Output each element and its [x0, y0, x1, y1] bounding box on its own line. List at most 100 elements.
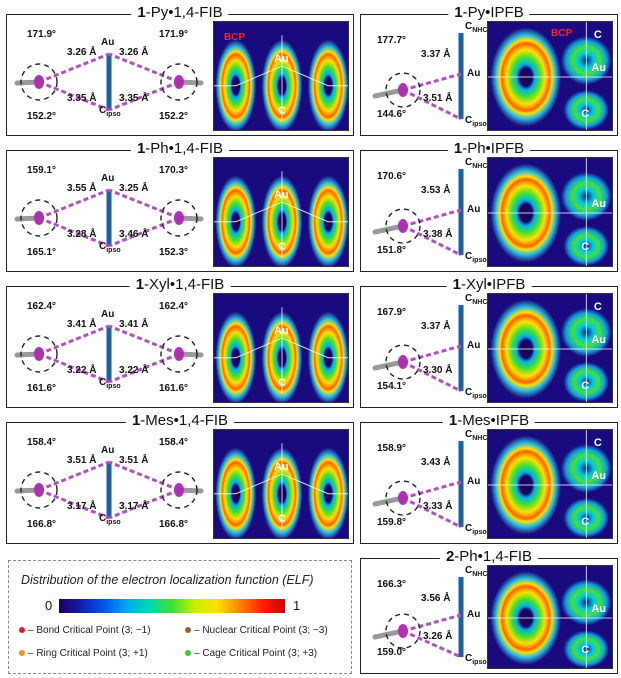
angle-label: 165.1°: [27, 247, 57, 258]
distance-label: 3.22 Å: [119, 365, 149, 376]
c-nhc-label: CNHC: [465, 565, 488, 578]
legend-item-bcp: – Bond Critical Point (3; −1): [19, 625, 151, 636]
iodine-atom: [174, 483, 184, 497]
distance-label: 3.51 Å: [67, 455, 97, 466]
iodine-atom: [34, 75, 44, 89]
panel-title: 1-Xyl•1,4-FIB: [129, 276, 231, 293]
panel-title: 1-Mes•1,4-FIB: [125, 412, 235, 429]
angle-label: 177.7°: [377, 35, 407, 46]
c-nhc-label: CNHC: [465, 157, 488, 170]
c-ipso-label: Cipso: [465, 251, 487, 264]
angle-label: 166.3°: [377, 579, 407, 590]
distance-label: 3.22 Å: [67, 365, 97, 376]
elf-au-label: Au: [591, 469, 606, 482]
elf-legend: Distribution of the electron localizatio…: [8, 560, 352, 674]
distance-label: 3.56 Å: [421, 593, 451, 604]
legend-item-ncp: – Nuclear Critical Point (3; −3): [185, 625, 328, 636]
c-ipso-label: Cipso: [465, 653, 487, 666]
molecule-structure: 162.4° 162.4° 161.6° 161.6° 3.41 Å 3.41 Å 3.22…: [9, 291, 209, 405]
c-nhc-label: CNHC: [465, 293, 488, 306]
elf-map: Au C: [213, 157, 349, 267]
elf-c-label: C: [278, 512, 286, 525]
c-ipso-label: Cipso: [465, 115, 487, 128]
ncp-dot-icon: [185, 627, 191, 634]
elf-au-label: Au: [591, 197, 606, 210]
panel-p9: 2-Ph•1,4-FIB 166.3° 159.0° 3.56 Å 3.26 Å Au CN…: [360, 548, 618, 674]
rcp-dot-icon: [19, 650, 25, 657]
distance-label: 3.26 Å: [119, 47, 149, 58]
elf-bcp-label: BCP: [224, 32, 246, 43]
distance-label: 3.26 Å: [67, 47, 97, 58]
c-ipso-label: Cipso: [99, 377, 121, 390]
panel-p8: 1-Mes•IPFB 158.9° 159.8° 3.43 Å 3.33 Å Au CNHC…: [360, 412, 618, 544]
c-nhc-label: CNHC: [465, 21, 488, 34]
elf-basin-0: [215, 39, 257, 130]
distance-label: 3.51 Å: [423, 93, 453, 104]
au-atom-label: Au: [467, 68, 481, 79]
distance-label: 3.37 Å: [421, 49, 451, 60]
angle-label: 159.1°: [27, 165, 57, 176]
iodine-atom: [174, 211, 184, 225]
elf-basin-0: [215, 311, 257, 402]
iodine-atom: [34, 211, 44, 225]
angle-label: 170.6°: [377, 171, 407, 182]
iodine-atom: [398, 83, 408, 97]
panel-p4: 1-Ph•IPFB 170.6° 151.8° 3.53 Å 3.38 Å Au CNHC C…: [360, 140, 618, 272]
distance-label: 3.41 Å: [67, 319, 97, 330]
molecule-structure: 167.9° 154.1° 3.37 Å 3.30 Å Au CNHC Cipso: [363, 291, 488, 405]
c-nhc-label: CNHC: [465, 429, 488, 442]
distance-label: 3.35 Å: [119, 93, 149, 104]
elf-basin-2: [307, 175, 348, 266]
panel-title: 1-Py•IPFB: [448, 4, 530, 21]
distance-label: 3.35 Å: [67, 93, 97, 104]
au-atom-label: Au: [101, 445, 115, 456]
distance-label: 3.30 Å: [423, 365, 453, 376]
iodine-atom: [34, 483, 44, 497]
elf-c-label: C: [581, 515, 590, 528]
elf-map: Au C C BCP: [487, 21, 613, 131]
distance-label: 3.55 Å: [67, 183, 97, 194]
elf-au-label: Au: [274, 188, 289, 201]
distance-label: 3.25 Å: [119, 183, 149, 194]
iodine-atom: [34, 347, 44, 361]
c-ipso-label: Cipso: [99, 105, 121, 118]
molecule-structure: 166.3° 159.0° 3.56 Å 3.26 Å Au CNHC Cipso: [363, 563, 488, 671]
distance-label: 3.17 Å: [67, 501, 97, 512]
c-ipso-label: Cipso: [99, 513, 121, 526]
elf-c-label: C: [278, 376, 286, 389]
elf-c-label: C: [278, 104, 286, 117]
distance-label: 3.41 Å: [119, 319, 149, 330]
elf-basin-2: [307, 39, 348, 130]
elf-bcp-label: BCP: [551, 28, 573, 39]
elf-map: Au C BCP: [213, 21, 349, 131]
molecule-structure: 171.9° 171.9° 152.2° 152.2° 3.26 Å 3.26 Å 3.35…: [9, 19, 209, 133]
distance-label: 3.33 Å: [423, 501, 453, 512]
angle-label: 170.3°: [159, 165, 189, 176]
angle-label: 159.0°: [377, 647, 407, 658]
iodine-atom: [174, 347, 184, 361]
ccp-dot-icon: [185, 650, 191, 657]
panel-title: 1-Mes•IPFB: [442, 412, 536, 429]
panel-title: 1-Ph•1,4-FIB: [130, 140, 230, 157]
legend-title: Distribution of the electron localizatio…: [21, 573, 314, 587]
angle-label: 158.4°: [159, 437, 189, 448]
elf-basin-0: [215, 175, 257, 266]
molecule-structure: 159.1° 170.3° 165.1° 152.3° 3.55 Å 3.25 Å 3.28…: [9, 155, 209, 269]
panel-p6: 1-Xyl•IPFB 167.9° 154.1° 3.37 Å 3.30 Å Au CNHC…: [360, 276, 618, 408]
angle-label: 171.9°: [159, 29, 189, 40]
elf-c-label: C: [593, 28, 602, 41]
distance-label: 3.17 Å: [119, 501, 149, 512]
angle-label: 162.4°: [27, 301, 57, 312]
distance-label: 3.38 Å: [423, 229, 453, 240]
elf-c-label: C: [581, 240, 590, 253]
angle-label: 159.8°: [377, 517, 407, 528]
molecule-structure: 170.6° 151.8° 3.53 Å 3.38 Å Au CNHC Cipso: [363, 155, 488, 269]
panel-title: 2-Ph•1,4-FIB: [439, 548, 539, 565]
legend-item-ccp: – Cage Critical Point (3; +3): [185, 648, 317, 659]
au-atom-label: Au: [101, 173, 115, 184]
angle-label: 154.1°: [377, 381, 407, 392]
angle-label: 161.6°: [159, 383, 189, 394]
elf-c-label: C: [581, 644, 590, 656]
distance-label: 3.46 Å: [119, 229, 149, 240]
molecule-structure: 177.7° 144.6° 3.37 Å 3.51 Å Au CNHC Cipso: [363, 19, 488, 133]
